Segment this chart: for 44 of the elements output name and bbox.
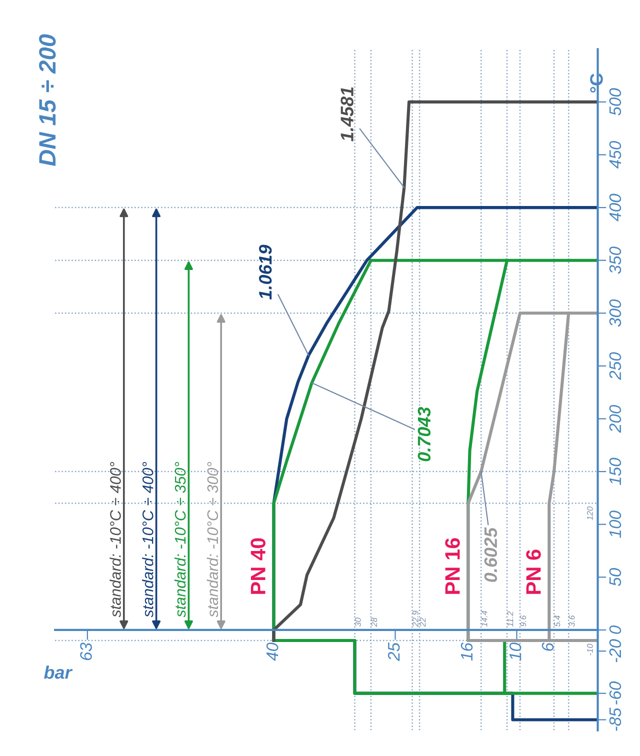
annotation: standard: -10°C ÷ 400° <box>110 462 121 618</box>
y-tick-label: 500 <box>609 88 622 116</box>
y-tick-label: 100 <box>609 510 622 538</box>
annotation: PN 6 <box>526 550 541 594</box>
y-tick-label: 400 <box>609 194 622 222</box>
y-tick-label: 50 <box>609 568 622 586</box>
y-tick-label: 300 <box>609 299 622 327</box>
annotation: PN 16 <box>445 538 460 594</box>
x-axis-title: bar <box>44 666 73 679</box>
y-tick-label: -85 <box>609 708 622 731</box>
text: 0.6025 <box>484 527 498 582</box>
text: 0.7043 <box>418 406 431 462</box>
y-tick-label: 250 <box>609 352 622 380</box>
text: DN 15 ÷ 200 <box>39 34 56 166</box>
ref-line-label: 3.6 <box>568 615 575 627</box>
x-tick-label: 63 <box>80 642 92 660</box>
x-tick-label: 25 <box>388 642 400 662</box>
y-tick-label: -60 <box>609 681 622 705</box>
ref-line-label: 22 <box>420 618 426 627</box>
annotation: standard: -10°C ÷ 400° <box>142 462 154 618</box>
text: 1.4581 <box>340 87 354 142</box>
y-tick-label: 0 <box>609 625 622 634</box>
y-tick-label: 450 <box>609 140 622 169</box>
x-tick-label: 40 <box>266 642 278 661</box>
x-tick-label: 6 <box>542 642 554 651</box>
y-tick-label: -20 <box>609 639 622 662</box>
ref-line-label: 14.4 <box>481 610 488 627</box>
y-tick-label: 350 <box>609 246 622 274</box>
ref-line-label: 120 <box>586 506 593 520</box>
ref-line-label: -10 <box>586 644 593 656</box>
ref-line-label: 9.6 <box>520 615 526 627</box>
y-tick-label: 200 <box>609 404 622 433</box>
ref-line-label: 28 <box>371 618 378 627</box>
ref-line-label: 5.4 <box>554 616 560 627</box>
annotation: standard: -10°C ÷ 350° <box>174 462 186 618</box>
text: 1.0619 <box>258 244 272 300</box>
annotation: PN 40 <box>250 538 266 594</box>
annotation: standard: -10°C ÷ 300° <box>206 462 218 618</box>
ref-line-label: 11.2 <box>507 611 514 627</box>
ref-line-label: 30 <box>354 618 361 627</box>
y-tick-label: 150 <box>609 458 622 486</box>
ref-line-label: 22.9 <box>412 610 418 627</box>
x-tick-label: 10 <box>509 642 522 661</box>
x-tick-label: 16 <box>460 642 473 661</box>
